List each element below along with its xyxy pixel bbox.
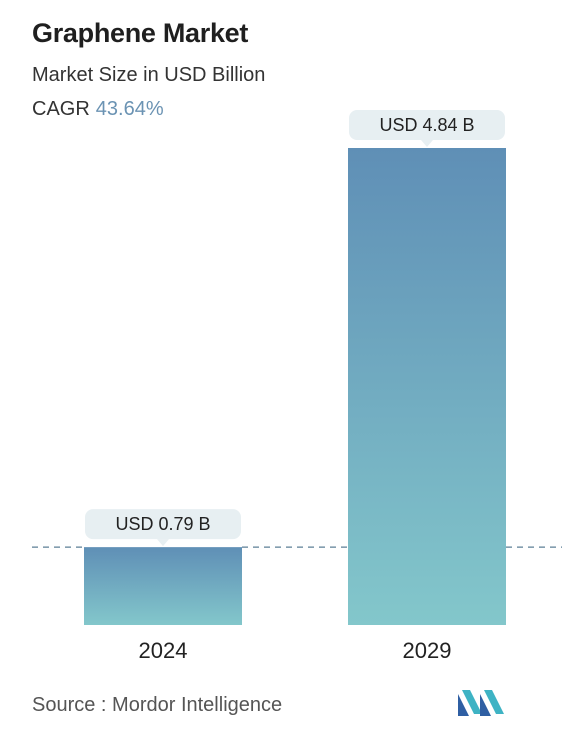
cagr-label: CAGR	[32, 98, 90, 120]
value-label-box-2024	[85, 509, 241, 540]
mordor-intelligence-logo-icon	[458, 690, 504, 716]
value-label-pointer-2024	[157, 539, 169, 547]
source-text: Source : Mordor Intelligence	[32, 694, 283, 716]
bar-2029	[348, 148, 506, 625]
chart-subtitle: Market Size in USD Billion	[32, 64, 266, 86]
cagr-line: CAGR 43.64%	[32, 98, 164, 121]
value-label-2029: USD 4.84 B	[379, 115, 474, 135]
bar-2024	[84, 547, 242, 625]
cagr-value: 43.64%	[95, 98, 164, 120]
value-label-box-2029	[349, 110, 505, 140]
value-label-pointer-2029	[421, 140, 433, 147]
x-tick-label-2029: 2029	[403, 638, 452, 663]
x-tick-label-2024: 2024	[139, 638, 188, 663]
value-label-2024: USD 0.79 B	[115, 514, 210, 534]
chart-title: Graphene Market	[32, 18, 249, 48]
